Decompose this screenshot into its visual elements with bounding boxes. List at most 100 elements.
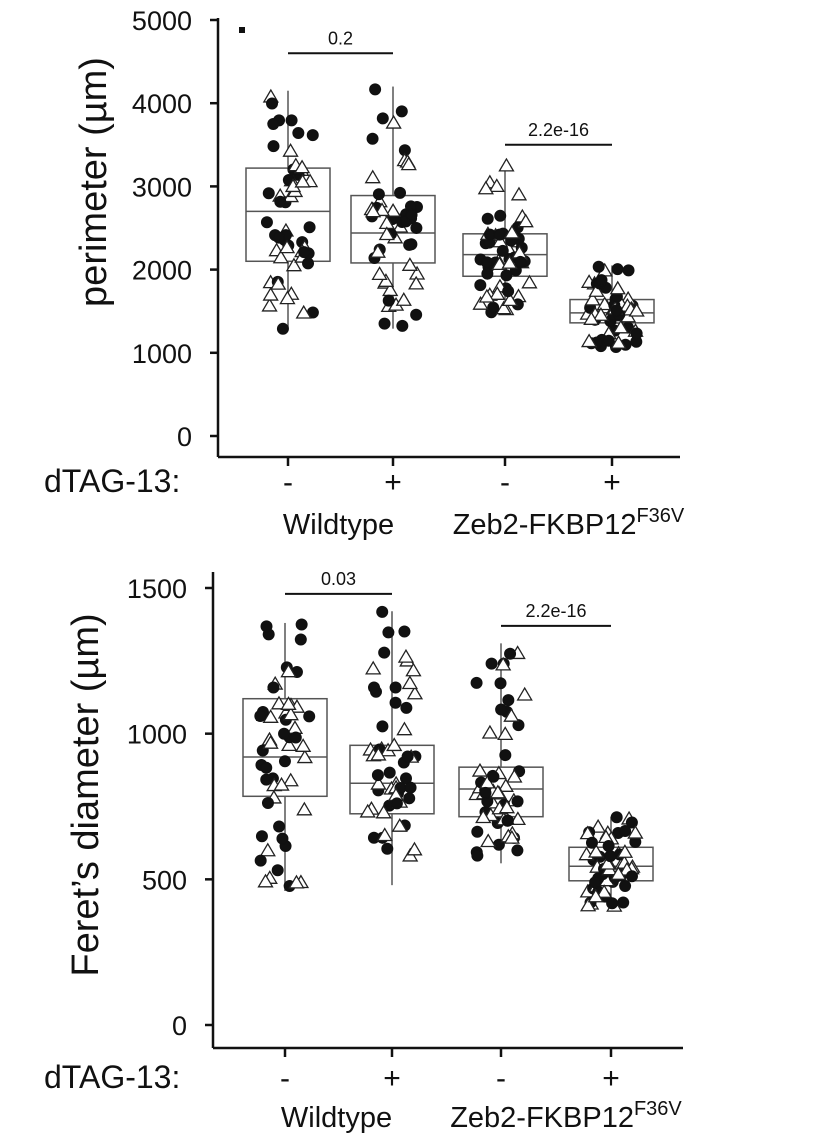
data-point-filled xyxy=(382,294,395,307)
data-point-open xyxy=(364,169,381,184)
data-point-filled xyxy=(610,811,623,824)
data-point-open xyxy=(278,239,296,254)
data-point-open xyxy=(480,833,497,848)
data-point-open xyxy=(589,818,607,833)
data-point-open xyxy=(588,283,605,297)
data-point-filled xyxy=(267,140,280,153)
data-point-open xyxy=(373,202,391,217)
data-point-filled xyxy=(622,264,635,277)
y-tick-label: 1000 xyxy=(127,720,187,750)
p-value-label: 2.2e-16 xyxy=(528,120,589,140)
data-point-open xyxy=(481,724,499,739)
data-point-filled xyxy=(378,317,391,330)
data-point-filled xyxy=(378,646,391,659)
data-point-open xyxy=(406,841,423,856)
data-point-filled xyxy=(514,255,527,268)
y-tick-label: 1500 xyxy=(127,574,187,604)
data-point-filled xyxy=(487,301,500,314)
data-point-open xyxy=(384,202,402,217)
data-point-open xyxy=(261,297,278,312)
data-point-filled xyxy=(494,677,507,690)
box-group-3 xyxy=(462,157,548,319)
data-point-open xyxy=(596,296,613,311)
data-point-filled xyxy=(403,792,416,805)
group-label: Wildtype xyxy=(281,1102,392,1134)
iqr-box xyxy=(350,194,436,264)
data-point-filled xyxy=(254,710,267,723)
data-point-filled xyxy=(495,703,508,716)
data-point-open xyxy=(296,749,313,764)
data-point-open xyxy=(477,180,494,195)
group-label-superscript: F36V xyxy=(634,1098,682,1120)
data-point-filled xyxy=(470,676,483,689)
box-group-4 xyxy=(568,810,654,912)
data-point-filled xyxy=(278,755,291,768)
data-point-open xyxy=(396,721,413,736)
condition-label: - xyxy=(500,466,510,499)
condition-label: - xyxy=(496,1062,506,1095)
data-point-open xyxy=(365,660,382,675)
chart-panel-2: 0 500 1000 1500 Feret’s diameter (µm) - + - + dTA… xyxy=(44,569,683,1134)
data-point-filled xyxy=(389,681,402,694)
data-point-filled xyxy=(376,605,389,618)
iqr-box xyxy=(242,697,328,798)
group-label-main: Zeb2-FKBP12 xyxy=(450,1102,634,1134)
data-point-open xyxy=(497,726,514,740)
y-axis-title: Feret’s diameter (µm) xyxy=(65,613,107,976)
data-point-filled xyxy=(395,105,408,118)
data-point-filled xyxy=(405,208,418,221)
data-point-open xyxy=(259,842,276,857)
data-point-open xyxy=(488,178,505,193)
box-group-2 xyxy=(349,605,435,886)
data-point-open xyxy=(610,866,627,880)
data-point-filled xyxy=(389,696,402,709)
data-point-open xyxy=(282,143,299,157)
data-point-filled xyxy=(368,681,381,694)
condition-label: + xyxy=(603,466,621,499)
data-point-open xyxy=(595,884,613,898)
data-point-filled xyxy=(254,854,267,867)
data-point-filled xyxy=(289,731,302,744)
y-tick-label: 2000 xyxy=(132,256,192,286)
data-point-filled xyxy=(381,842,394,855)
data-point-open xyxy=(498,157,515,172)
data-point-open xyxy=(587,888,604,903)
data-point-filled xyxy=(404,781,417,794)
data-point-filled xyxy=(260,620,273,633)
data-point-filled xyxy=(481,212,494,225)
data-point-open xyxy=(371,266,388,280)
data-point-filled xyxy=(481,256,494,269)
data-point-open xyxy=(627,824,644,839)
data-point-filled xyxy=(382,626,395,639)
data-point-open xyxy=(282,706,299,721)
data-point-filled xyxy=(511,844,524,857)
data-point-filled xyxy=(494,209,507,222)
y-tick-label: 5000 xyxy=(132,6,192,36)
data-point-filled xyxy=(611,263,624,276)
data-point-open xyxy=(628,302,645,317)
data-point-filled xyxy=(502,694,515,707)
data-point-filled xyxy=(400,701,413,714)
data-point-open xyxy=(375,804,392,819)
data-point-filled xyxy=(376,112,389,125)
y-tick-label: 0 xyxy=(177,422,192,452)
condition-label: + xyxy=(602,1062,620,1095)
data-point-open xyxy=(509,811,527,826)
data-point-filled xyxy=(303,221,316,234)
data-point-filled xyxy=(398,625,411,638)
data-point-open xyxy=(495,300,512,315)
p-value-label: 0.03 xyxy=(321,569,356,589)
data-point-open xyxy=(503,224,521,239)
box-group-2 xyxy=(350,83,436,332)
data-point-open xyxy=(408,275,425,290)
data-point-open xyxy=(489,286,506,300)
data-point-filled xyxy=(376,720,389,733)
data-point-filled xyxy=(383,766,396,779)
data-point-filled xyxy=(410,308,423,321)
y-tick-label: 500 xyxy=(142,865,187,895)
data-point-filled xyxy=(602,839,615,852)
data-point-filled xyxy=(394,186,407,199)
data-point-filled xyxy=(595,274,608,287)
data-point-filled xyxy=(260,773,273,786)
